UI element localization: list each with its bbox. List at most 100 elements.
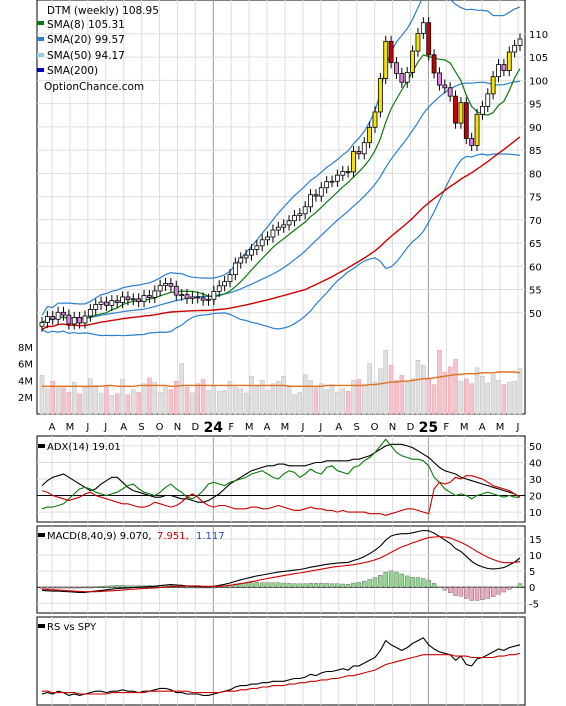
candle-body: [120, 296, 125, 303]
candle-body: [431, 54, 437, 74]
x-tick-label: A: [49, 422, 56, 433]
rs-ma-line: [42, 652, 521, 695]
volume-bar: [104, 386, 109, 415]
macd-histogram-bar: [104, 585, 109, 588]
volume-bar: [82, 386, 88, 415]
volume-bar: [335, 391, 340, 415]
candle-body: [275, 226, 281, 231]
volume-bar: [367, 363, 372, 415]
price-tick-label: 90: [529, 123, 542, 134]
rs-panel: [36, 616, 526, 706]
macd-histogram-bar: [437, 586, 442, 588]
candle-body: [98, 301, 104, 305]
adx-line: [41, 443, 521, 503]
volume-average-line: [42, 371, 521, 387]
candle-body: [334, 174, 340, 182]
adx-label-swatch: [38, 444, 45, 448]
rs-label: RS vs SPY: [47, 622, 97, 633]
x-tick-label: S: [354, 422, 360, 433]
macd-histogram-bar: [388, 570, 394, 588]
candle-body: [458, 102, 464, 124]
macd-histogram-bar: [464, 587, 469, 599]
macd-histogram-bar: [50, 587, 55, 589]
volume-bar: [507, 381, 512, 415]
volume-bar: [469, 383, 474, 415]
macd-histogram-bar: [431, 583, 437, 588]
volume-bar: [388, 365, 394, 415]
macd-tick-label: 15: [529, 535, 542, 546]
volume-bar: [249, 375, 254, 415]
candle-body: [442, 84, 448, 89]
candle-body: [206, 298, 211, 301]
candle-body: [399, 72, 405, 83]
candle-body: [490, 76, 496, 95]
macd-histogram-bar: [72, 587, 77, 589]
macd-histogram-bar: [329, 583, 335, 588]
candle-body: [345, 171, 351, 173]
candle-body: [82, 315, 88, 324]
macd-histogram-bar: [265, 582, 270, 588]
candle-body: [232, 262, 238, 276]
volume-bar: [174, 380, 179, 415]
x-tick-label: N: [389, 422, 396, 433]
volume-bar: [195, 383, 201, 415]
macd-histogram-bar: [319, 583, 324, 588]
candle-body: [61, 311, 66, 316]
volume-bar: [512, 380, 517, 415]
macd-histogram-bar: [98, 586, 104, 588]
candle-body: [93, 303, 99, 310]
candle-body: [517, 38, 523, 46]
x-tick-label: A: [335, 422, 342, 433]
macd-histogram-bar: [109, 585, 115, 588]
volume-bar: [458, 380, 464, 415]
candle-body: [318, 187, 324, 197]
candle-body: [136, 298, 142, 303]
candle-body: [463, 102, 469, 139]
candle-body: [189, 296, 195, 299]
candle-body: [130, 298, 136, 301]
volume-bar: [276, 380, 281, 415]
volume-bar: [464, 378, 469, 415]
macd-histogram-bar: [496, 587, 501, 595]
volume-bar: [345, 391, 351, 415]
macd-tick-label: 5: [529, 567, 535, 578]
candle-body: [141, 295, 147, 303]
volume-bar: [313, 386, 319, 415]
macd-tick-label: -5: [529, 599, 539, 610]
macd-histogram-bar: [394, 571, 399, 588]
macd-histogram-bar: [340, 583, 345, 588]
legend-sma20: SMA(20) 99.57: [47, 34, 125, 46]
price-tick-label: 75: [529, 193, 542, 204]
price-tick-label: 65: [529, 239, 542, 250]
candle-body: [87, 309, 93, 317]
macd-hist-label: 1.117: [196, 531, 225, 542]
volume-bar: [324, 389, 329, 415]
volume-bar: [61, 387, 66, 415]
x-tick-label: M: [66, 422, 75, 433]
candle-body: [415, 33, 421, 52]
candle-body: [249, 249, 254, 256]
macd-histogram-bar: [458, 587, 464, 597]
bollinger-upper-line: [41, 0, 521, 316]
macd-histogram-bar: [77, 587, 82, 589]
volume-bar: [281, 375, 286, 415]
price-tick-label: 100: [529, 76, 548, 87]
macd-histogram-bar: [490, 587, 496, 597]
macd-histogram-bar: [82, 587, 88, 589]
volume-bar: [222, 390, 227, 415]
macd-histogram-bar: [66, 587, 72, 589]
volume-bar: [340, 388, 346, 415]
volume-bar: [216, 391, 222, 415]
volume-bar: [474, 367, 480, 415]
volume-bar: [490, 374, 496, 415]
macd-histogram-bar: [93, 586, 98, 588]
macd-histogram-bar: [308, 583, 313, 588]
volume-tick-label: 6M: [18, 360, 33, 371]
volume-bar: [152, 381, 158, 415]
candle-body: [254, 245, 260, 250]
candle-body: [173, 285, 179, 296]
volume-bar: [50, 380, 55, 415]
macd-histogram-bar: [453, 587, 458, 596]
volume-bar: [485, 382, 491, 415]
